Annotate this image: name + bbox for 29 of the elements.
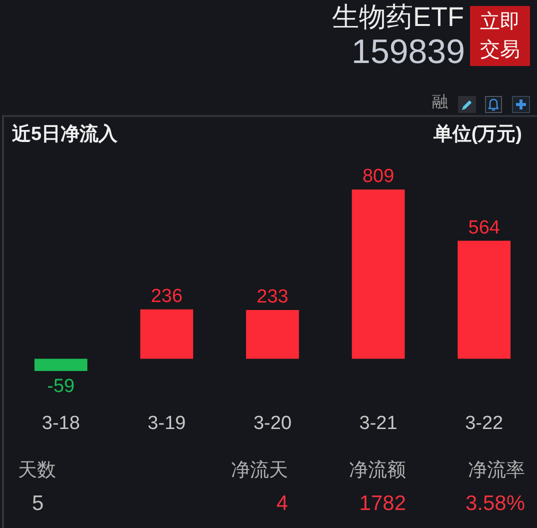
x-tick-label: 3-18 <box>42 412 80 434</box>
data-label: -59 <box>47 376 75 397</box>
text: 3.58% <box>465 492 525 516</box>
data-label: 236 <box>150 286 183 308</box>
bar <box>352 189 405 359</box>
text: 5 <box>32 492 44 516</box>
data-label: 564 <box>468 217 500 238</box>
x-tick-label: 3-22 <box>465 412 504 434</box>
trade-button[interactable]: 立即交易 <box>470 6 530 66</box>
text: 4 <box>276 492 288 516</box>
y-axis-title: 单位(万元) <box>433 124 522 146</box>
text: 1782 <box>359 492 406 516</box>
text: 融 <box>432 94 448 112</box>
data-label: 809 <box>362 166 394 188</box>
text: 天数 <box>18 460 56 482</box>
text: 生物药ETF <box>332 2 464 34</box>
text: 净流率 <box>468 460 525 482</box>
data-label: 233 <box>256 286 288 308</box>
x-tick-label: 3-21 <box>359 412 398 434</box>
x-tick-label: 3-19 <box>148 412 186 434</box>
bar <box>34 358 88 372</box>
text: 159839 <box>352 33 465 72</box>
x-tick-label: 3-20 <box>253 412 292 434</box>
text: 净流天 <box>231 460 288 482</box>
bar <box>140 309 194 359</box>
chart-title: 近5日净流入 <box>12 124 118 146</box>
bar <box>458 240 511 359</box>
bar <box>246 310 299 359</box>
text: 净流额 <box>349 460 406 482</box>
